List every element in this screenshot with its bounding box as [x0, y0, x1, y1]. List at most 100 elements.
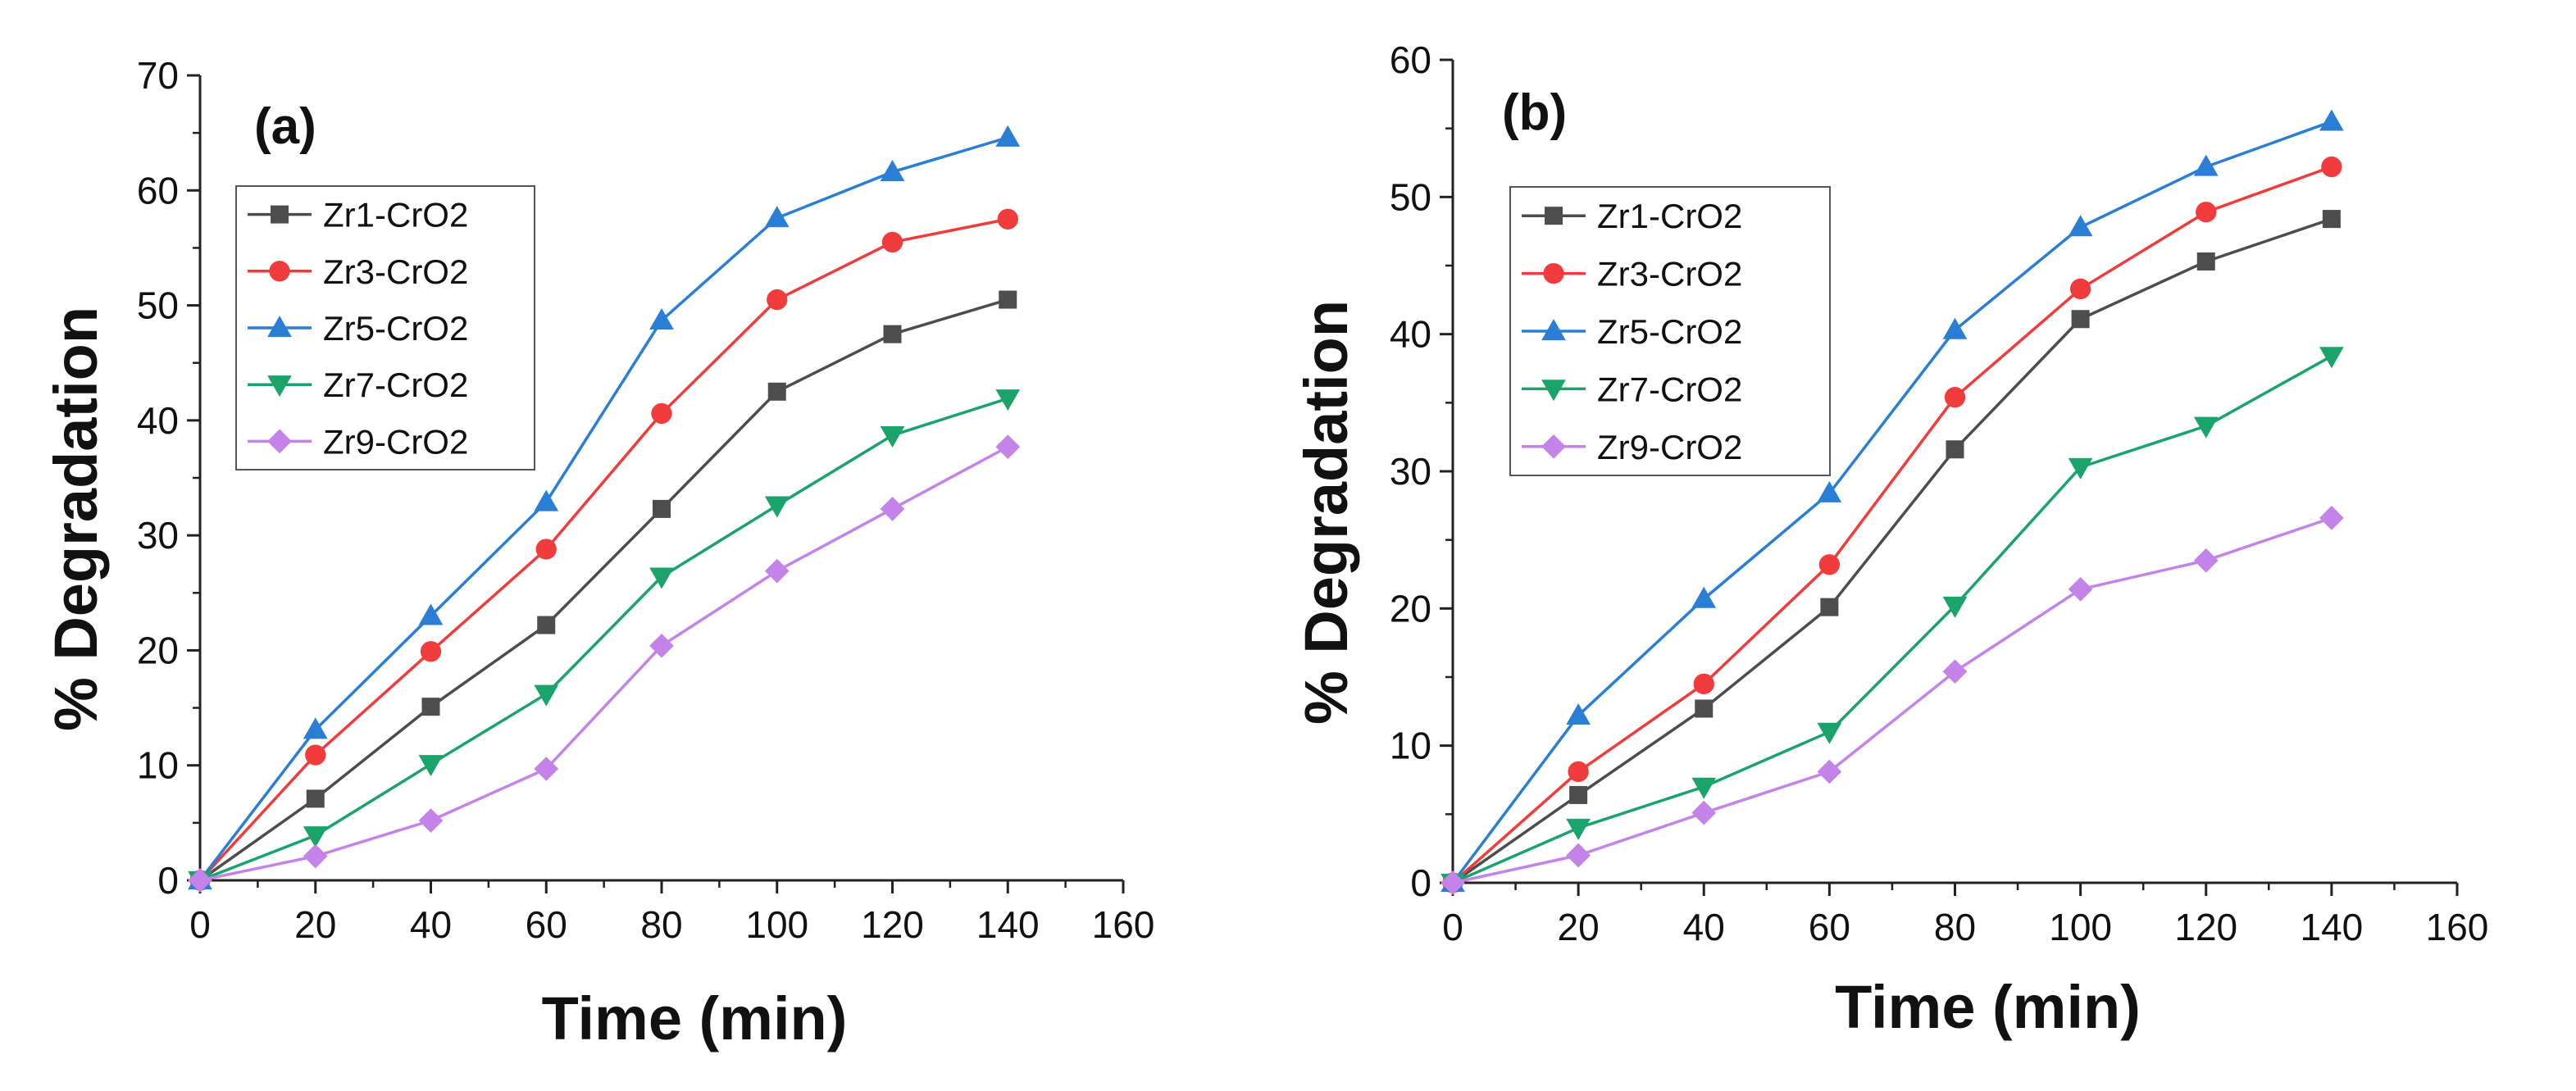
data-point-zr3-cro2 [535, 539, 557, 560]
data-point-zr5-cro2 [2193, 154, 2219, 176]
data-point-zr1-cro2 [1820, 598, 1839, 616]
x-tick-label: 100 [2049, 906, 2112, 948]
data-point-zr1-cro2 [883, 325, 902, 343]
y-tick-label: 40 [137, 399, 179, 442]
data-point-zr7-cro2 [534, 684, 559, 707]
data-point-zr5-cro2 [764, 206, 790, 228]
y-tick-label: 30 [1390, 450, 1431, 493]
data-point-zr7-cro2 [418, 755, 444, 777]
y-tick-label: 20 [1390, 587, 1431, 630]
data-point-zr3-cro2 [1944, 386, 1966, 408]
x-axis-title: Time (min) [542, 984, 848, 1052]
y-tick-label: 70 [137, 54, 179, 97]
data-point-zr3-cro2 [2321, 156, 2342, 178]
series-line-zr1-cro2 [1451, 217, 2333, 884]
data-point-zr3-cro2 [2069, 278, 2091, 300]
y-tick-label: 20 [137, 629, 179, 671]
legend-label-zr1-cro2: Zr1-CrO2 [1597, 197, 1742, 235]
legend-label-zr5-cro2: Zr5-CrO2 [323, 309, 468, 348]
data-point-zr1-cro2 [1695, 699, 1714, 718]
series-line-zr3-cro2 [1451, 165, 2333, 884]
x-tick-label: 140 [976, 903, 1040, 946]
x-tick-label: 40 [1683, 906, 1725, 948]
series-line-zr1-cro2 [198, 298, 1008, 882]
x-axis-title: Time (min) [1835, 973, 2141, 1041]
data-point-zr9-cro2 [2319, 506, 2344, 530]
data-point-zr3-cro2 [1693, 673, 1714, 695]
data-point-zr9-cro2 [418, 808, 444, 833]
data-point-zr9-cro2 [303, 843, 328, 869]
data-point-zr3-cro2 [2196, 202, 2217, 223]
data-point-zr1-cro2 [306, 789, 325, 808]
data-point-zr3-cro2 [305, 744, 326, 766]
panel-label: (a) [254, 98, 316, 155]
data-point-zr7-cro2 [1691, 777, 1717, 799]
data-point-zr9-cro2 [1440, 871, 1465, 895]
data-point-zr9-cro2 [2068, 577, 2093, 602]
data-point-zr1-cro2 [2071, 310, 2090, 329]
data-point-zr5-cro2 [880, 159, 905, 181]
legend-marker-zr9-cro2 [1541, 434, 1566, 459]
data-point-zr7-cro2 [2193, 416, 2219, 439]
data-point-zr3-cro2 [1568, 761, 1589, 783]
data-point-zr3-cro2 [767, 289, 788, 311]
data-point-zr3-cro2 [881, 231, 903, 253]
data-point-zr1-cro2 [767, 382, 786, 401]
x-tick-label: 100 [745, 903, 808, 946]
x-tick-label: 140 [2301, 906, 2364, 948]
data-point-zr5-cro2 [995, 125, 1021, 147]
data-point-zr1-cro2 [1569, 785, 1588, 804]
y-tick-label: 50 [1390, 175, 1431, 218]
data-point-zr1-cro2 [2196, 252, 2215, 270]
data-point-zr9-cro2 [1691, 800, 1717, 825]
legend-label-zr9-cro2: Zr9-CrO2 [1597, 428, 1742, 466]
legend-label-zr5-cro2: Zr5-CrO2 [1597, 312, 1742, 351]
data-point-zr1-cro2 [999, 290, 1017, 309]
y-axis-title: % Degradation [1292, 300, 1360, 725]
data-point-zr5-cro2 [1691, 586, 1717, 608]
panel-label: (b) [1502, 84, 1567, 141]
data-point-zr9-cro2 [649, 633, 674, 658]
y-tick-label: 10 [137, 744, 179, 787]
y-tick-label: 30 [137, 514, 179, 557]
data-point-zr1-cro2 [537, 616, 556, 634]
data-point-zr5-cro2 [1942, 317, 1968, 339]
data-point-zr9-cro2 [995, 434, 1021, 459]
y-tick-label: 0 [157, 859, 179, 902]
chart-panel-b: 0 20 40 60 80 100 120 140 160 0 10 20 30 40 50 60 Time (… [1292, 39, 2488, 1041]
data-point-zr9-cro2 [1817, 759, 1842, 784]
legend-label-zr9-cro2: Zr9-CrO2 [323, 422, 468, 461]
y-tick-label: 50 [137, 284, 179, 327]
data-point-zr9-cro2 [880, 497, 905, 521]
data-point-zr9-cro2 [534, 757, 559, 781]
x-tick-label: 120 [2174, 906, 2237, 948]
y-tick-label: 10 [1390, 725, 1431, 767]
data-point-zr1-cro2 [2322, 210, 2341, 229]
y-axis-title: % Degradation [42, 307, 110, 731]
legend-label-zr7-cro2: Zr7-CrO2 [1597, 370, 1742, 408]
series-line-zr9-cro2 [199, 445, 1009, 882]
data-point-zr5-cro2 [1817, 480, 1842, 502]
data-point-zr5-cro2 [2319, 109, 2344, 131]
x-tick-label: 20 [1558, 906, 1600, 948]
x-tick-label: 160 [2426, 906, 2489, 948]
x-tick-label: 40 [410, 903, 452, 946]
series-line-zr9-cro2 [1452, 516, 2333, 884]
series-line-zr3-cro2 [198, 217, 1008, 882]
y-tick-label: 40 [1390, 313, 1431, 356]
x-tick-label: 60 [526, 903, 567, 946]
data-point-zr7-cro2 [2319, 347, 2344, 369]
legend-label-zr1-cro2: Zr1-CrO2 [323, 196, 468, 234]
x-tick-label: 0 [189, 903, 211, 946]
series-line-zr7-cro2 [199, 397, 1008, 882]
legend-marker-zr3-cro2 [269, 261, 290, 282]
data-point-zr7-cro2 [303, 826, 328, 848]
series-line-zr7-cro2 [1452, 354, 2333, 884]
data-point-zr5-cro2 [418, 603, 444, 625]
legend-marker-zr9-cro2 [267, 429, 292, 454]
legend-marker-zr5-cro2 [267, 316, 292, 338]
legend-marker-zr5-cro2 [1541, 319, 1566, 341]
legend-label-zr3-cro2: Zr3-CrO2 [323, 252, 468, 291]
data-point-zr7-cro2 [1566, 818, 1591, 840]
